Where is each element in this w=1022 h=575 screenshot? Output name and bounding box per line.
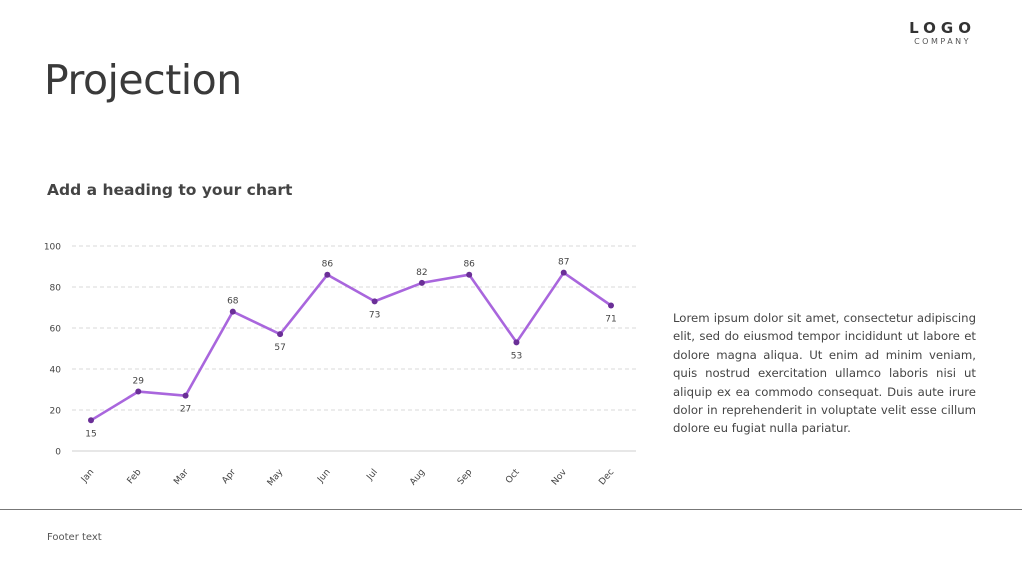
data-label: 73 bbox=[369, 310, 380, 320]
x-tick-label: Nov bbox=[550, 467, 569, 487]
data-point bbox=[277, 331, 284, 338]
x-tick-label: Dec bbox=[597, 467, 616, 487]
data-point bbox=[466, 271, 473, 278]
data-label: 86 bbox=[322, 260, 334, 270]
x-tick-label: May bbox=[266, 467, 286, 488]
x-tick-label: Jul bbox=[365, 468, 380, 484]
data-label: 68 bbox=[227, 297, 239, 307]
data-label: 53 bbox=[511, 351, 522, 361]
chart-heading: Add a heading to your chart bbox=[47, 181, 293, 199]
footer-text: Footer text bbox=[47, 532, 102, 543]
y-tick-label: 20 bbox=[50, 407, 62, 417]
y-tick-label: 100 bbox=[44, 243, 61, 253]
data-label: 27 bbox=[180, 405, 191, 415]
logo-main-text: LOGO bbox=[909, 19, 976, 37]
data-label: 15 bbox=[85, 429, 96, 439]
y-tick-label: 0 bbox=[55, 448, 61, 458]
y-tick-label: 80 bbox=[50, 284, 62, 294]
company-logo: LOGO COMPANY bbox=[909, 20, 976, 47]
y-tick-label: 60 bbox=[50, 325, 62, 335]
data-point bbox=[182, 392, 189, 399]
x-tick-label: Sep bbox=[456, 467, 475, 487]
data-point bbox=[371, 298, 378, 305]
page-title: Projection bbox=[44, 56, 242, 104]
data-label: 57 bbox=[274, 343, 285, 353]
data-point bbox=[229, 308, 236, 315]
data-label: 87 bbox=[558, 258, 569, 268]
x-tick-label: Mar bbox=[172, 467, 191, 487]
y-tick-label: 40 bbox=[50, 366, 62, 376]
footer-divider bbox=[0, 509, 1022, 510]
x-tick-label: Jan bbox=[79, 468, 96, 486]
data-label: 86 bbox=[463, 260, 475, 270]
data-point bbox=[324, 271, 331, 278]
data-label: 82 bbox=[416, 268, 427, 278]
line-chart: 0 20 40 60 80 100 Jan Feb Mar Apr May Jun Jul Aug Sep O… bbox=[44, 243, 636, 488]
data-point bbox=[88, 417, 94, 424]
data-point bbox=[560, 269, 567, 276]
data-label: 71 bbox=[605, 314, 616, 324]
data-point bbox=[513, 339, 520, 346]
logo-sub-text: COMPANY bbox=[914, 37, 972, 46]
x-tick-label: Aug bbox=[408, 468, 427, 488]
data-point bbox=[135, 388, 142, 395]
x-tick-label: Oct bbox=[504, 467, 522, 486]
data-point bbox=[418, 279, 425, 286]
data-point bbox=[608, 302, 614, 309]
x-tick-label: Jun bbox=[315, 468, 332, 486]
series-line bbox=[89, 271, 613, 422]
x-tick-label: Apr bbox=[220, 467, 238, 486]
body-text: Lorem ipsum dolor sit amet, consectetur … bbox=[673, 311, 976, 436]
x-tick-label: Feb bbox=[126, 467, 144, 486]
data-label: 29 bbox=[133, 377, 145, 387]
